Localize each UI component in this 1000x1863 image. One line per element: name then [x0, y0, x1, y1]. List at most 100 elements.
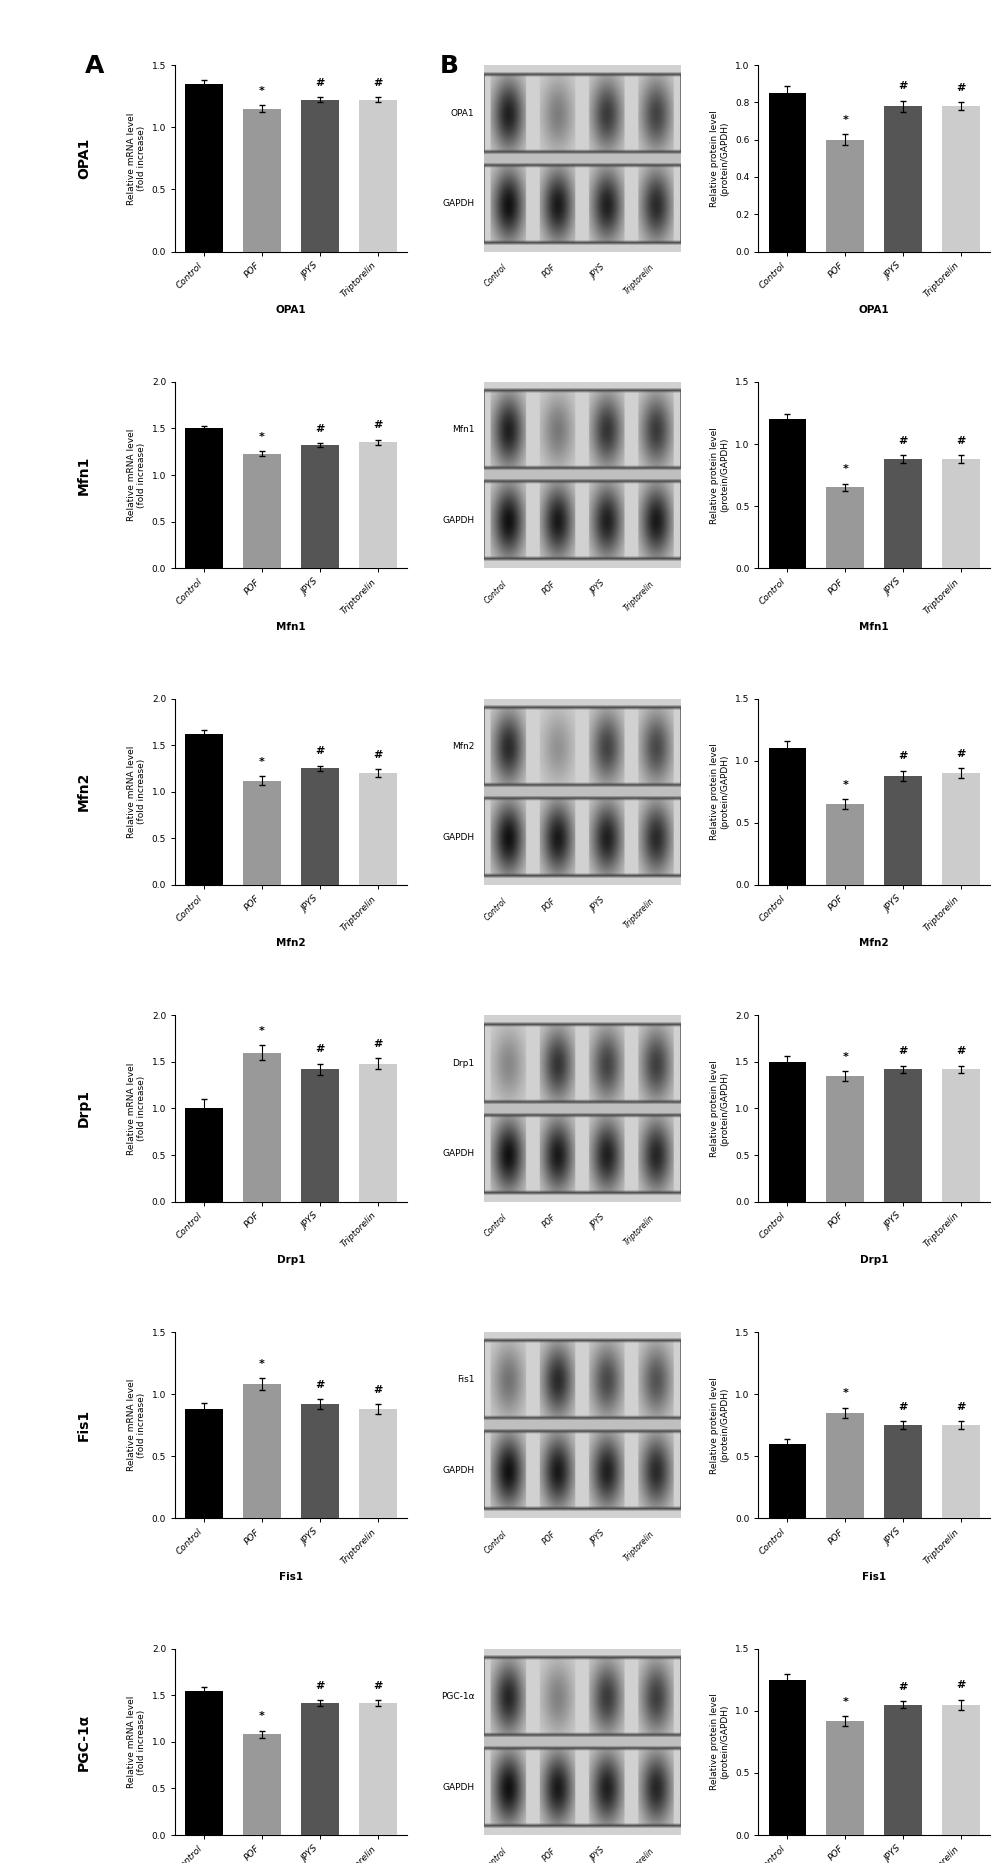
- X-axis label: Fis1: Fis1: [279, 1572, 303, 1582]
- Text: PGC-1α: PGC-1α: [77, 1714, 91, 1770]
- Text: POF: POF: [541, 1846, 558, 1863]
- Text: Drp1: Drp1: [452, 1058, 474, 1067]
- Text: #: #: [315, 78, 325, 88]
- Bar: [301, 1069, 339, 1202]
- Text: Drp1: Drp1: [77, 1090, 91, 1127]
- Text: #: #: [956, 1047, 966, 1056]
- Text: *: *: [842, 781, 848, 790]
- Bar: [185, 1690, 223, 1835]
- Bar: [884, 458, 922, 568]
- X-axis label: Fis1: Fis1: [862, 1572, 886, 1582]
- Text: #: #: [315, 1045, 325, 1054]
- Bar: [826, 1075, 864, 1202]
- Text: #: #: [373, 421, 383, 430]
- Text: Control: Control: [483, 1846, 509, 1863]
- Bar: [185, 84, 223, 252]
- Text: Control: Control: [483, 1530, 509, 1556]
- Y-axis label: Relative mRNA level
(fold increase): Relative mRNA level (fold increase): [127, 112, 146, 205]
- Bar: [942, 458, 980, 568]
- Bar: [359, 1064, 397, 1202]
- Bar: [942, 106, 980, 252]
- Text: PGC-1α: PGC-1α: [441, 1692, 474, 1701]
- Text: Mfn1: Mfn1: [452, 425, 474, 434]
- Text: Control: Control: [483, 1213, 509, 1239]
- Text: GAPDH: GAPDH: [442, 833, 474, 842]
- Text: OPA1: OPA1: [451, 108, 474, 117]
- Y-axis label: Relative mRNA level
(fold increase): Relative mRNA level (fold increase): [127, 428, 146, 522]
- Bar: [942, 1425, 980, 1518]
- Text: *: *: [842, 1697, 848, 1707]
- Text: *: *: [259, 86, 265, 95]
- Bar: [826, 1721, 864, 1835]
- X-axis label: Mfn1: Mfn1: [859, 622, 889, 632]
- Text: #: #: [315, 747, 325, 756]
- Bar: [884, 775, 922, 885]
- Bar: [243, 453, 281, 568]
- Text: #: #: [898, 751, 908, 762]
- Text: *: *: [259, 756, 265, 768]
- Text: *: *: [842, 1388, 848, 1399]
- Bar: [185, 1408, 223, 1518]
- Bar: [826, 805, 864, 885]
- Text: #: #: [956, 84, 966, 93]
- Text: *: *: [842, 464, 848, 475]
- Text: Triptorelin: Triptorelin: [623, 1530, 656, 1563]
- Bar: [359, 101, 397, 252]
- Text: #: #: [898, 1682, 908, 1692]
- Text: *: *: [259, 1358, 265, 1369]
- Text: Control: Control: [483, 579, 509, 605]
- Text: Control: Control: [483, 896, 509, 922]
- Bar: [243, 1384, 281, 1518]
- Y-axis label: Relative mRNA level
(fold increase): Relative mRNA level (fold increase): [127, 1695, 146, 1788]
- X-axis label: OPA1: OPA1: [276, 306, 306, 315]
- Bar: [769, 1680, 806, 1835]
- Text: Triptorelin: Triptorelin: [623, 1846, 656, 1863]
- Text: GAPDH: GAPDH: [442, 1466, 474, 1475]
- Text: GAPDH: GAPDH: [442, 1149, 474, 1159]
- Text: POF: POF: [541, 263, 558, 279]
- Text: JPYS: JPYS: [589, 263, 607, 281]
- Text: #: #: [956, 1680, 966, 1690]
- Text: JPYS: JPYS: [589, 579, 607, 598]
- Text: OPA1: OPA1: [77, 138, 91, 179]
- Y-axis label: Relative protein level
(protein/GAPDH): Relative protein level (protein/GAPDH): [710, 427, 729, 524]
- X-axis label: Mfn2: Mfn2: [859, 939, 889, 948]
- Text: #: #: [315, 425, 325, 434]
- Bar: [769, 1062, 806, 1202]
- X-axis label: Mfn2: Mfn2: [276, 939, 306, 948]
- X-axis label: Drp1: Drp1: [860, 1256, 888, 1265]
- Text: JPYS: JPYS: [589, 1213, 607, 1231]
- Text: #: #: [315, 1680, 325, 1690]
- Bar: [359, 1408, 397, 1518]
- Bar: [884, 106, 922, 252]
- Bar: [301, 1405, 339, 1518]
- Bar: [185, 428, 223, 568]
- Bar: [243, 108, 281, 252]
- Text: #: #: [898, 82, 908, 91]
- Text: JPYS: JPYS: [589, 896, 607, 915]
- Bar: [301, 445, 339, 568]
- X-axis label: OPA1: OPA1: [859, 306, 890, 315]
- Bar: [769, 1444, 806, 1518]
- Bar: [243, 781, 281, 885]
- Y-axis label: Relative protein level
(protein/GAPDH): Relative protein level (protein/GAPDH): [710, 1693, 729, 1790]
- Bar: [359, 443, 397, 568]
- Text: POF: POF: [541, 1530, 558, 1546]
- Bar: [884, 1705, 922, 1835]
- Text: #: #: [956, 749, 966, 758]
- Bar: [301, 101, 339, 252]
- Text: Fis1: Fis1: [77, 1408, 91, 1442]
- Y-axis label: Relative mRNA level
(fold increase): Relative mRNA level (fold increase): [127, 1062, 146, 1155]
- Bar: [942, 773, 980, 885]
- Text: Triptorelin: Triptorelin: [623, 896, 656, 930]
- Text: #: #: [956, 436, 966, 445]
- Text: POF: POF: [541, 896, 558, 913]
- Y-axis label: Relative mRNA level
(fold increase): Relative mRNA level (fold increase): [127, 1379, 146, 1472]
- Text: A: A: [85, 54, 104, 78]
- Text: Triptorelin: Triptorelin: [623, 1213, 656, 1246]
- Text: B: B: [440, 54, 459, 78]
- Text: Mfn2: Mfn2: [77, 771, 91, 812]
- Bar: [942, 1705, 980, 1835]
- Bar: [301, 768, 339, 885]
- Text: Mfn2: Mfn2: [452, 741, 474, 751]
